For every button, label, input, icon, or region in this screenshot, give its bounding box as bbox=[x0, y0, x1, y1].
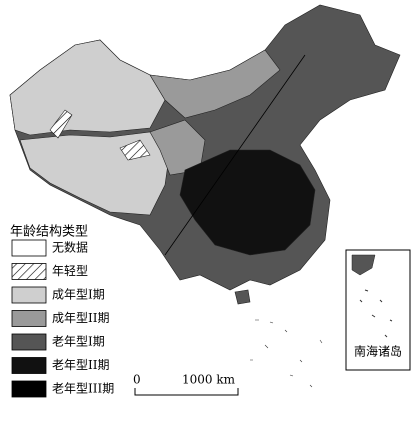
legend-label: 老年型III期 bbox=[52, 382, 114, 396]
legend-swatch bbox=[11, 380, 47, 398]
region-tibet bbox=[19, 131, 171, 216]
legend-swatch bbox=[11, 333, 47, 351]
china-map bbox=[9, 4, 401, 388]
region-inner-mongolia bbox=[149, 49, 281, 119]
young-hatch bbox=[119, 139, 151, 161]
legend-label: 成年型II期 bbox=[52, 311, 109, 325]
hu-line bbox=[164, 54, 306, 256]
legend-label: 年轻型 bbox=[52, 264, 88, 278]
inset: 南海诸岛 bbox=[345, 249, 411, 371]
scale-bar: 0 1000 km bbox=[133, 373, 239, 396]
hainan bbox=[234, 289, 251, 305]
young-hatch bbox=[49, 109, 73, 139]
legend-swatch bbox=[11, 357, 47, 374]
legend-label: 老年型I期 bbox=[52, 335, 105, 349]
legend: 年龄结构类型 无数据年轻型成年型I期成年型II期老年型I期老年型II期老年型II… bbox=[10, 225, 114, 398]
legend-swatch bbox=[11, 239, 47, 257]
legend-swatch bbox=[11, 263, 47, 280]
legend-swatch bbox=[11, 310, 47, 327]
legend-title: 年龄结构类型 bbox=[10, 225, 88, 240]
inset-label: 南海诸岛 bbox=[354, 344, 402, 359]
region-northwest bbox=[9, 39, 166, 136]
legend-label: 老年型II期 bbox=[52, 358, 109, 372]
legend-label: 无数据 bbox=[52, 240, 88, 255]
islands bbox=[250, 319, 323, 388]
scale-start: 0 bbox=[133, 373, 141, 387]
legend-label: 成年型I期 bbox=[52, 288, 105, 302]
scale-end: 1000 km bbox=[182, 373, 236, 387]
legend-swatch bbox=[11, 286, 47, 304]
